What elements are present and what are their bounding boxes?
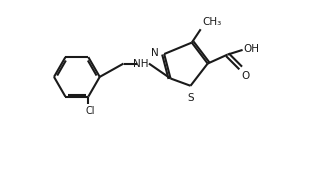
Text: Cl: Cl [85, 106, 95, 116]
Text: OH: OH [243, 44, 260, 54]
Text: O: O [242, 71, 250, 81]
Text: N: N [151, 48, 158, 58]
Text: S: S [188, 93, 194, 103]
Text: NH: NH [133, 59, 149, 69]
Text: CH₃: CH₃ [202, 17, 222, 27]
